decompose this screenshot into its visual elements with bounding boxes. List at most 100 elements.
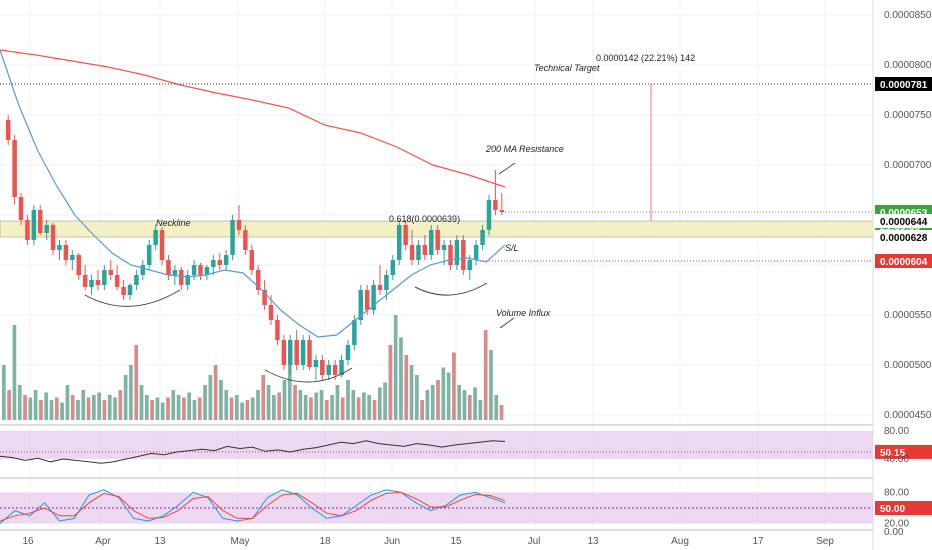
volume-bar-75 <box>399 337 403 420</box>
candle-body-69 <box>448 245 453 265</box>
time-tick-10: 17 <box>752 536 764 547</box>
volume-bar-35 <box>187 392 192 420</box>
volume-influx-label: Volume Influx <box>496 308 551 318</box>
candle-body-42 <box>275 320 280 340</box>
volume-bar-4 <box>23 395 27 420</box>
volume-bar-12 <box>65 385 70 420</box>
time-tick-6: 15 <box>450 536 462 547</box>
volume-bar-64 <box>340 397 345 420</box>
volume-bar-34 <box>182 397 186 420</box>
time-tick-5: Jun <box>384 536 400 547</box>
volume-bar-70 <box>372 400 377 420</box>
candle-body-75 <box>486 200 492 230</box>
candle-body-12 <box>82 275 88 287</box>
volume-bar-78 <box>414 375 419 420</box>
volume-bar-48 <box>256 390 260 420</box>
ma-fast-line <box>0 49 506 338</box>
volume-bar-14 <box>76 400 80 420</box>
lower-zone-tag: 0.0000628 <box>880 233 928 244</box>
volume-bar-72 <box>383 382 387 420</box>
volume-bar-42 <box>224 390 229 420</box>
candle-body-63 <box>409 245 415 260</box>
candle-body-22 <box>146 245 152 265</box>
volume-bar-28 <box>150 400 154 420</box>
volume-bar-38 <box>203 385 207 420</box>
candle-body-15 <box>102 270 107 285</box>
candle-body-3 <box>25 220 30 240</box>
volume-bar-5 <box>28 397 33 420</box>
time-tick-0: 16 <box>22 536 34 547</box>
volume-bar-15 <box>81 390 86 420</box>
last-price-tag: 0.0000653 <box>880 208 928 219</box>
candle-body-0 <box>5 120 11 140</box>
volume-bar-21 <box>113 397 117 420</box>
candle-body-41 <box>268 305 274 320</box>
volume-bar-19 <box>102 400 107 420</box>
candle-body-35 <box>230 220 235 255</box>
volume-bar-89 <box>473 387 477 420</box>
stop-loss-tag-bg <box>875 254 932 268</box>
resistance-arrow <box>498 162 516 175</box>
stop-loss-tag: 0.0000604 <box>880 257 928 268</box>
volume-bar-49 <box>261 375 266 420</box>
candle-body-48 <box>313 360 319 367</box>
candle-body-21 <box>140 265 146 275</box>
volume-bar-11 <box>60 402 64 420</box>
volume-bar-52 <box>277 392 282 420</box>
volume-bar-45 <box>240 402 244 420</box>
rsi-axis-top: 80.00 <box>884 426 909 437</box>
volume-bar-86 <box>457 385 462 420</box>
target-tag-bg <box>875 77 932 91</box>
candle-body-19 <box>127 285 133 295</box>
candle-body-8 <box>57 245 62 250</box>
volume-bar-67 <box>356 397 361 420</box>
volume-bar-40 <box>213 365 218 420</box>
candle-body-7 <box>50 225 56 250</box>
candle-body-16 <box>108 270 114 275</box>
candle-body-61 <box>396 225 402 260</box>
candle-body-30 <box>198 265 203 275</box>
candle-body-58 <box>377 285 383 290</box>
volume-bar-83 <box>441 367 446 420</box>
volume-bar-46 <box>245 400 250 420</box>
volume-bar-6 <box>33 390 38 420</box>
candle-body-56 <box>364 290 370 310</box>
rsi-band <box>0 431 873 459</box>
volume-bar-54 <box>287 365 292 420</box>
volume-bar-41 <box>219 380 223 420</box>
volume-bar-25 <box>134 345 139 420</box>
candle-body-6 <box>44 225 49 233</box>
volume-bar-84 <box>446 372 451 420</box>
candle-body-50 <box>326 365 331 375</box>
volume-bar-76 <box>404 355 409 420</box>
volume-bar-20 <box>107 395 112 420</box>
candle-body-77 <box>499 210 505 212</box>
volume-bar-66 <box>351 390 356 420</box>
rsi-value-tag-bg <box>875 444 932 459</box>
candle-body-57 <box>371 285 376 310</box>
stoch-d-line <box>0 491 506 522</box>
candle-body-72 <box>467 260 472 270</box>
stoch-axis-top: 80.00 <box>884 487 909 498</box>
ma200-line <box>0 49 506 188</box>
candle-body-17 <box>114 275 120 287</box>
candle-body-4 <box>31 210 37 240</box>
stoch-axis-zero: 0.00 <box>884 527 904 538</box>
time-tick-1: Apr <box>95 536 111 547</box>
volume-bar-93 <box>494 395 499 420</box>
lower-zone-tag-bg <box>875 230 932 244</box>
rsi-axis-bottom: 40.00 <box>884 454 909 465</box>
volume-bar-27 <box>144 395 149 420</box>
volume-bar-68 <box>362 392 366 420</box>
candle-body-25 <box>166 260 171 275</box>
candle-body-29 <box>191 265 197 275</box>
candle-body-5 <box>38 210 43 233</box>
rsi-panel <box>0 424 932 464</box>
candle-body-49 <box>320 360 325 375</box>
volume-bar-80 <box>425 390 430 420</box>
volume-bar-9 <box>49 400 54 420</box>
candle-body-45 <box>294 340 299 365</box>
volume-bar-56 <box>298 390 303 420</box>
candle-body-23 <box>153 230 158 245</box>
